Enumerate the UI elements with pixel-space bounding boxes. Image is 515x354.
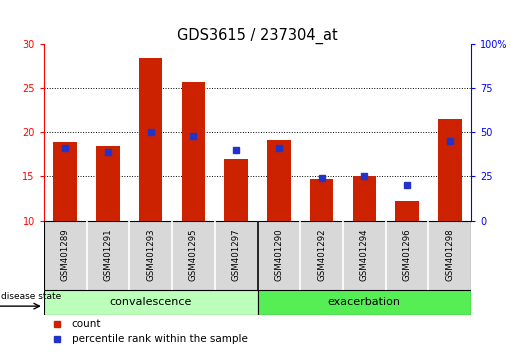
Bar — [267, 140, 290, 221]
Bar — [310, 179, 333, 221]
Text: GSM401295: GSM401295 — [189, 229, 198, 281]
Bar — [54, 142, 77, 221]
Text: percentile rank within the sample: percentile rank within the sample — [72, 334, 247, 344]
Title: GDS3615 / 237304_at: GDS3615 / 237304_at — [177, 27, 338, 44]
Text: GSM401289: GSM401289 — [61, 229, 70, 281]
Text: convalescence: convalescence — [110, 297, 192, 307]
Text: GSM401291: GSM401291 — [104, 229, 112, 281]
Text: GSM401298: GSM401298 — [445, 229, 454, 281]
Text: GSM401296: GSM401296 — [403, 229, 411, 281]
Bar — [139, 58, 162, 221]
Text: GSM401292: GSM401292 — [317, 229, 326, 281]
Text: GSM401294: GSM401294 — [360, 229, 369, 281]
Text: count: count — [72, 319, 101, 329]
Bar — [438, 119, 461, 221]
Text: GSM401297: GSM401297 — [232, 229, 241, 281]
Bar — [182, 81, 205, 221]
Bar — [44, 290, 258, 315]
Bar — [258, 290, 471, 315]
Bar — [396, 201, 419, 221]
Text: GSM401293: GSM401293 — [146, 229, 155, 281]
Bar — [353, 176, 376, 221]
Bar — [96, 146, 119, 221]
Bar — [225, 159, 248, 221]
Text: exacerbation: exacerbation — [328, 297, 401, 307]
Text: GSM401290: GSM401290 — [274, 229, 283, 281]
Text: disease state: disease state — [1, 292, 61, 301]
